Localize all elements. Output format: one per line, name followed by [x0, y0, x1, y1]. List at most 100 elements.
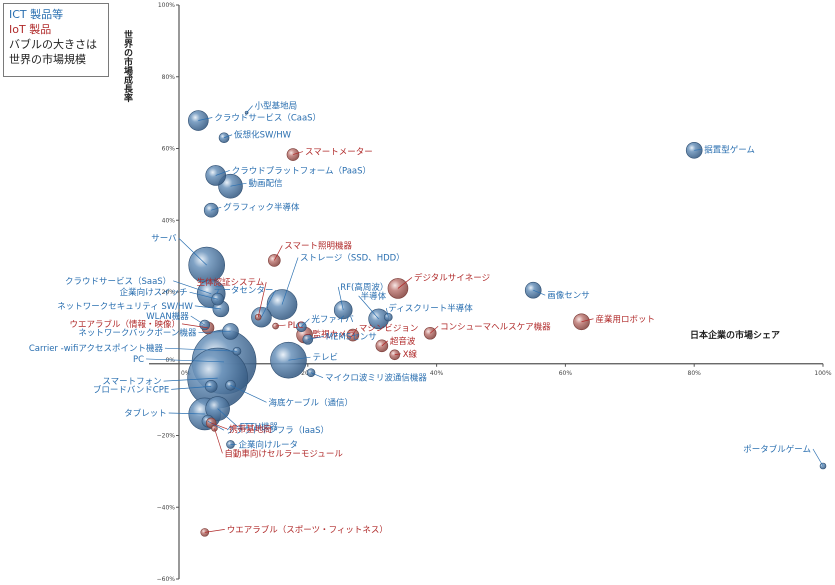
- label-leader-line: [533, 289, 546, 296]
- label-leader-line: [173, 280, 212, 295]
- bubble-label: ブロードバンドCPE: [93, 384, 169, 395]
- bubble-label: 生体認証システム: [196, 277, 264, 288]
- label-leader-line: [178, 237, 207, 266]
- label-leader-line: [275, 324, 286, 327]
- legend-iot: IoT 製品: [9, 23, 52, 36]
- label-leader-line: [198, 331, 231, 333]
- bubble-label: PC: [133, 355, 144, 365]
- bubble-label: ネットワークセキュリティ SW/HW: [57, 302, 193, 312]
- label-leader-line: [181, 323, 209, 329]
- bubble-label: 自動車向けセルラーモジュール: [224, 448, 343, 459]
- label-leader-line: [204, 529, 225, 533]
- label-leader-line: [281, 257, 299, 305]
- bubble-label: クラウドサービス（CaaS）: [214, 113, 321, 124]
- label-leader-line: [394, 353, 401, 356]
- bubble-label: 据置型ゲーム: [704, 144, 755, 155]
- bubble-label: テレビ: [312, 353, 338, 363]
- bubble-label: クラウドプラットフォーム（PaaS）: [232, 165, 371, 176]
- label-leader-line: [429, 325, 439, 334]
- label-leader-line: [146, 358, 225, 363]
- bubble-label: データセンター: [214, 285, 274, 296]
- label-leader-line: [257, 282, 267, 318]
- legend-note-line2: 世界の市場規模: [9, 53, 86, 66]
- bubble-label: デジタルサイネージ: [414, 272, 490, 283]
- bubble-label: ウエアラブル（スポーツ・フィットネス）: [227, 524, 388, 535]
- y-tick-label: −20%: [157, 433, 176, 440]
- bubble-label: 動画配信: [249, 178, 284, 189]
- x-axis-label: 日本企業の市場シェア: [690, 331, 781, 341]
- bubble-label: WLAN機器: [146, 311, 189, 322]
- legend-note-line1: バブルの大きさは: [9, 38, 97, 51]
- y-tick-label: 40%: [162, 217, 176, 224]
- bubble-label: 小型基地局: [255, 101, 298, 112]
- bubble-label: 監視カメラ: [313, 329, 356, 340]
- label-leader-line: [310, 372, 324, 379]
- bubble-label: 仮想化SW/HW: [234, 130, 292, 141]
- label-leader-line: [190, 315, 205, 326]
- bubble-label: Carrier -wifiアクセスポイント機器: [29, 343, 164, 354]
- bubble-label: 画像センサ: [547, 290, 590, 301]
- bubble-label: 超音波: [390, 336, 416, 347]
- label-leader-line: [223, 134, 233, 139]
- bubble-label: スマートフォン: [102, 377, 161, 387]
- origin-label-y: 0%: [165, 357, 175, 364]
- bubble-label: グラフィック半導体: [223, 202, 300, 213]
- legend: ICT 製品等 IoT 製品 バブルの大きさは 世界の市場規模: [3, 3, 109, 77]
- x-tick-label: 80%: [688, 370, 702, 377]
- label-leader-line: [163, 377, 218, 382]
- y-tick-label: −60%: [157, 576, 176, 583]
- bubble-label: 企業向けルータ: [239, 439, 299, 450]
- bubble-label: マシンビジョン: [359, 324, 419, 334]
- label-leader-line: [304, 333, 311, 336]
- bubble-label: コンシューマヘルスケア機器: [440, 321, 551, 332]
- bubble-label: ネットワークバックボーン機器: [78, 327, 197, 338]
- label-leader-line: [812, 448, 824, 467]
- bubble-label: タブレット: [124, 408, 167, 419]
- label-leader-line: [215, 170, 230, 176]
- label-leader-line: [397, 277, 413, 289]
- bubble-label: クラウドインフラ（IaaS）: [226, 425, 329, 436]
- label-leader-line: [211, 422, 228, 430]
- label-leader-line: [352, 327, 358, 336]
- label-leader-line: [246, 105, 253, 113]
- label-leader-line: [301, 318, 310, 328]
- y-tick-label: −40%: [157, 504, 176, 511]
- label-leader-line: [230, 384, 267, 403]
- label-leader-line: [292, 151, 304, 155]
- bubble-label: スマートメーター: [305, 148, 373, 158]
- bubble-label: 携帯基地局: [229, 424, 272, 435]
- bubble-label: 海底ケーブル（通信）: [269, 397, 354, 408]
- label-leader-line: [261, 289, 276, 318]
- y-tick-label: 60%: [162, 146, 176, 153]
- label-leader-line: [288, 356, 311, 361]
- bubble-label: マイクロ波ミリ波通信機器: [325, 373, 427, 384]
- label-leader-line: [381, 340, 389, 347]
- bubble-label: RF(高周波）: [340, 282, 388, 293]
- label-leader-line: [211, 206, 222, 211]
- bubble-label: ストレージ（SSD、HDD）: [300, 253, 405, 264]
- label-leader-line: [337, 286, 344, 311]
- y-axis-label: 世界の市場成長率: [122, 30, 132, 102]
- label-leader-line: [171, 386, 212, 390]
- bubble-label: MEMSセンサ: [326, 332, 377, 342]
- bubble-label: サーバ: [151, 234, 177, 244]
- label-leader-line: [164, 347, 237, 352]
- x-tick-label: 40%: [430, 370, 444, 377]
- axes: 20%40%60%80%100%100%80%60%40%20%−20%−40%…: [149, 2, 832, 583]
- bubble-label: ディスクリート半導体: [388, 303, 473, 314]
- bubble-label: 企業向けスイッチ: [120, 287, 188, 298]
- label-leader-line: [230, 182, 247, 187]
- label-leader-line: [198, 117, 213, 121]
- y-tick-label: 100%: [158, 2, 175, 9]
- label-leader-line: [385, 308, 389, 318]
- bubble-label: ポータブルゲーム: [743, 444, 811, 455]
- origin-label-x: 0%: [181, 370, 191, 377]
- label-leader-line: [358, 295, 379, 320]
- x-tick-label: 60%: [559, 370, 573, 377]
- label-leader-line: [207, 420, 225, 431]
- bubble-label: 産業用ロボット: [596, 314, 656, 325]
- bubble-label: X線: [403, 349, 418, 360]
- bubble-label: PLC: [288, 321, 304, 331]
